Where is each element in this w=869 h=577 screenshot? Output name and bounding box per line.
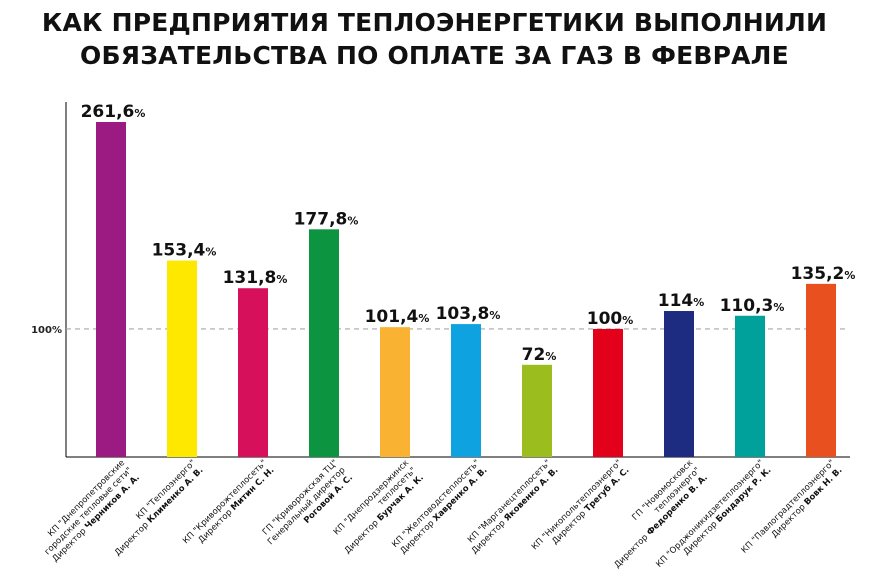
bar-value-label-8: 100%	[587, 309, 634, 329]
bar-category-label-line: Директор Вовк Н. В.	[770, 465, 845, 540]
bar-value-label-10: 110,3%	[720, 296, 785, 316]
bar-value-label-2: 153,4%	[152, 241, 217, 261]
bar-3	[238, 288, 268, 457]
bar-category-label-line: КП "Теплоэнерго"	[134, 458, 198, 522]
bar-4	[309, 229, 339, 457]
bar-2	[167, 260, 197, 457]
bar-value-label-5: 101,4%	[365, 307, 430, 327]
bar-8	[593, 328, 623, 457]
bar-1	[96, 122, 126, 457]
bar-9	[664, 311, 694, 457]
bar-6	[451, 324, 481, 457]
bar-value-label-1: 261,6%	[81, 102, 146, 122]
bar-10	[735, 315, 765, 457]
bar-value-label-3: 131,8%	[223, 268, 288, 288]
bar-value-label-11: 135,2%	[791, 264, 856, 284]
bar-5	[380, 327, 410, 457]
bar-value-label-7: 72%	[522, 345, 557, 365]
bar-category-label-line: Директор Яковенко А. В.	[470, 465, 561, 556]
chart-title-line-1: КАК ПРЕДПРИЯТИЯ ТЕПЛОЭНЕРГЕТИКИ ВЫПОЛНИЛ…	[41, 8, 828, 37]
chart-title-line-2: ОБЯЗАТЕЛЬСТВА ПО ОПЛАТЕ ЗА ГАЗ В ФЕВРАЛЕ	[80, 41, 789, 70]
bar-7	[522, 364, 552, 457]
bar-value-label-4: 177,8%	[294, 209, 359, 229]
bar-value-label-9: 114%	[658, 291, 705, 311]
bar-value-label-6: 103,8%	[436, 304, 501, 324]
bar-category-label-line: Директор Трегуб А. С.	[550, 465, 632, 547]
bar-11	[806, 283, 836, 457]
reference-line-label: 100%	[31, 325, 62, 336]
